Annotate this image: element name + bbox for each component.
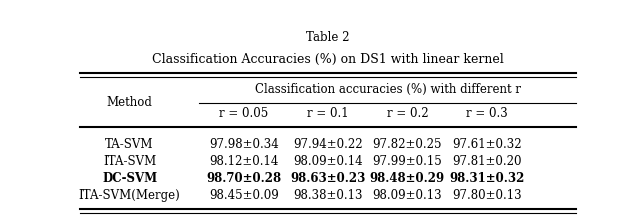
Text: 98.31±0.32: 98.31±0.32	[449, 172, 524, 185]
Text: DC-SVM: DC-SVM	[102, 172, 157, 185]
Text: ITA-SVM(Merge): ITA-SVM(Merge)	[79, 189, 180, 202]
Text: 97.94±0.22: 97.94±0.22	[293, 138, 363, 151]
Text: Table 2: Table 2	[307, 31, 349, 44]
Text: 98.09±0.14: 98.09±0.14	[293, 155, 363, 168]
Text: 97.82±0.25: 97.82±0.25	[372, 138, 442, 151]
Text: ITA-SVM: ITA-SVM	[103, 155, 156, 168]
Text: r = 0.2: r = 0.2	[387, 107, 428, 120]
Text: r = 0.3: r = 0.3	[466, 107, 508, 120]
Text: Method: Method	[107, 96, 152, 109]
Text: 97.61±0.32: 97.61±0.32	[452, 138, 522, 151]
Text: 98.38±0.13: 98.38±0.13	[293, 189, 363, 202]
Text: r = 0.05: r = 0.05	[219, 107, 268, 120]
Text: TA-SVM: TA-SVM	[106, 138, 154, 151]
Text: 98.12±0.14: 98.12±0.14	[209, 155, 278, 168]
Text: 97.98±0.34: 97.98±0.34	[209, 138, 278, 151]
Text: 97.81±0.20: 97.81±0.20	[452, 155, 522, 168]
Text: 97.99±0.15: 97.99±0.15	[372, 155, 442, 168]
Text: 98.70±0.28: 98.70±0.28	[206, 172, 281, 185]
Text: Classification Accuracies (%) on DS1 with linear kernel: Classification Accuracies (%) on DS1 wit…	[152, 53, 504, 66]
Text: r = 0.1: r = 0.1	[307, 107, 349, 120]
Text: 98.48±0.29: 98.48±0.29	[370, 172, 445, 185]
Text: Classification accuracies (%) with different r: Classification accuracies (%) with diffe…	[255, 83, 520, 96]
Text: 98.09±0.13: 98.09±0.13	[372, 189, 442, 202]
Text: 98.45±0.09: 98.45±0.09	[209, 189, 278, 202]
Text: 97.80±0.13: 97.80±0.13	[452, 189, 522, 202]
Text: 98.63±0.23: 98.63±0.23	[291, 172, 365, 185]
